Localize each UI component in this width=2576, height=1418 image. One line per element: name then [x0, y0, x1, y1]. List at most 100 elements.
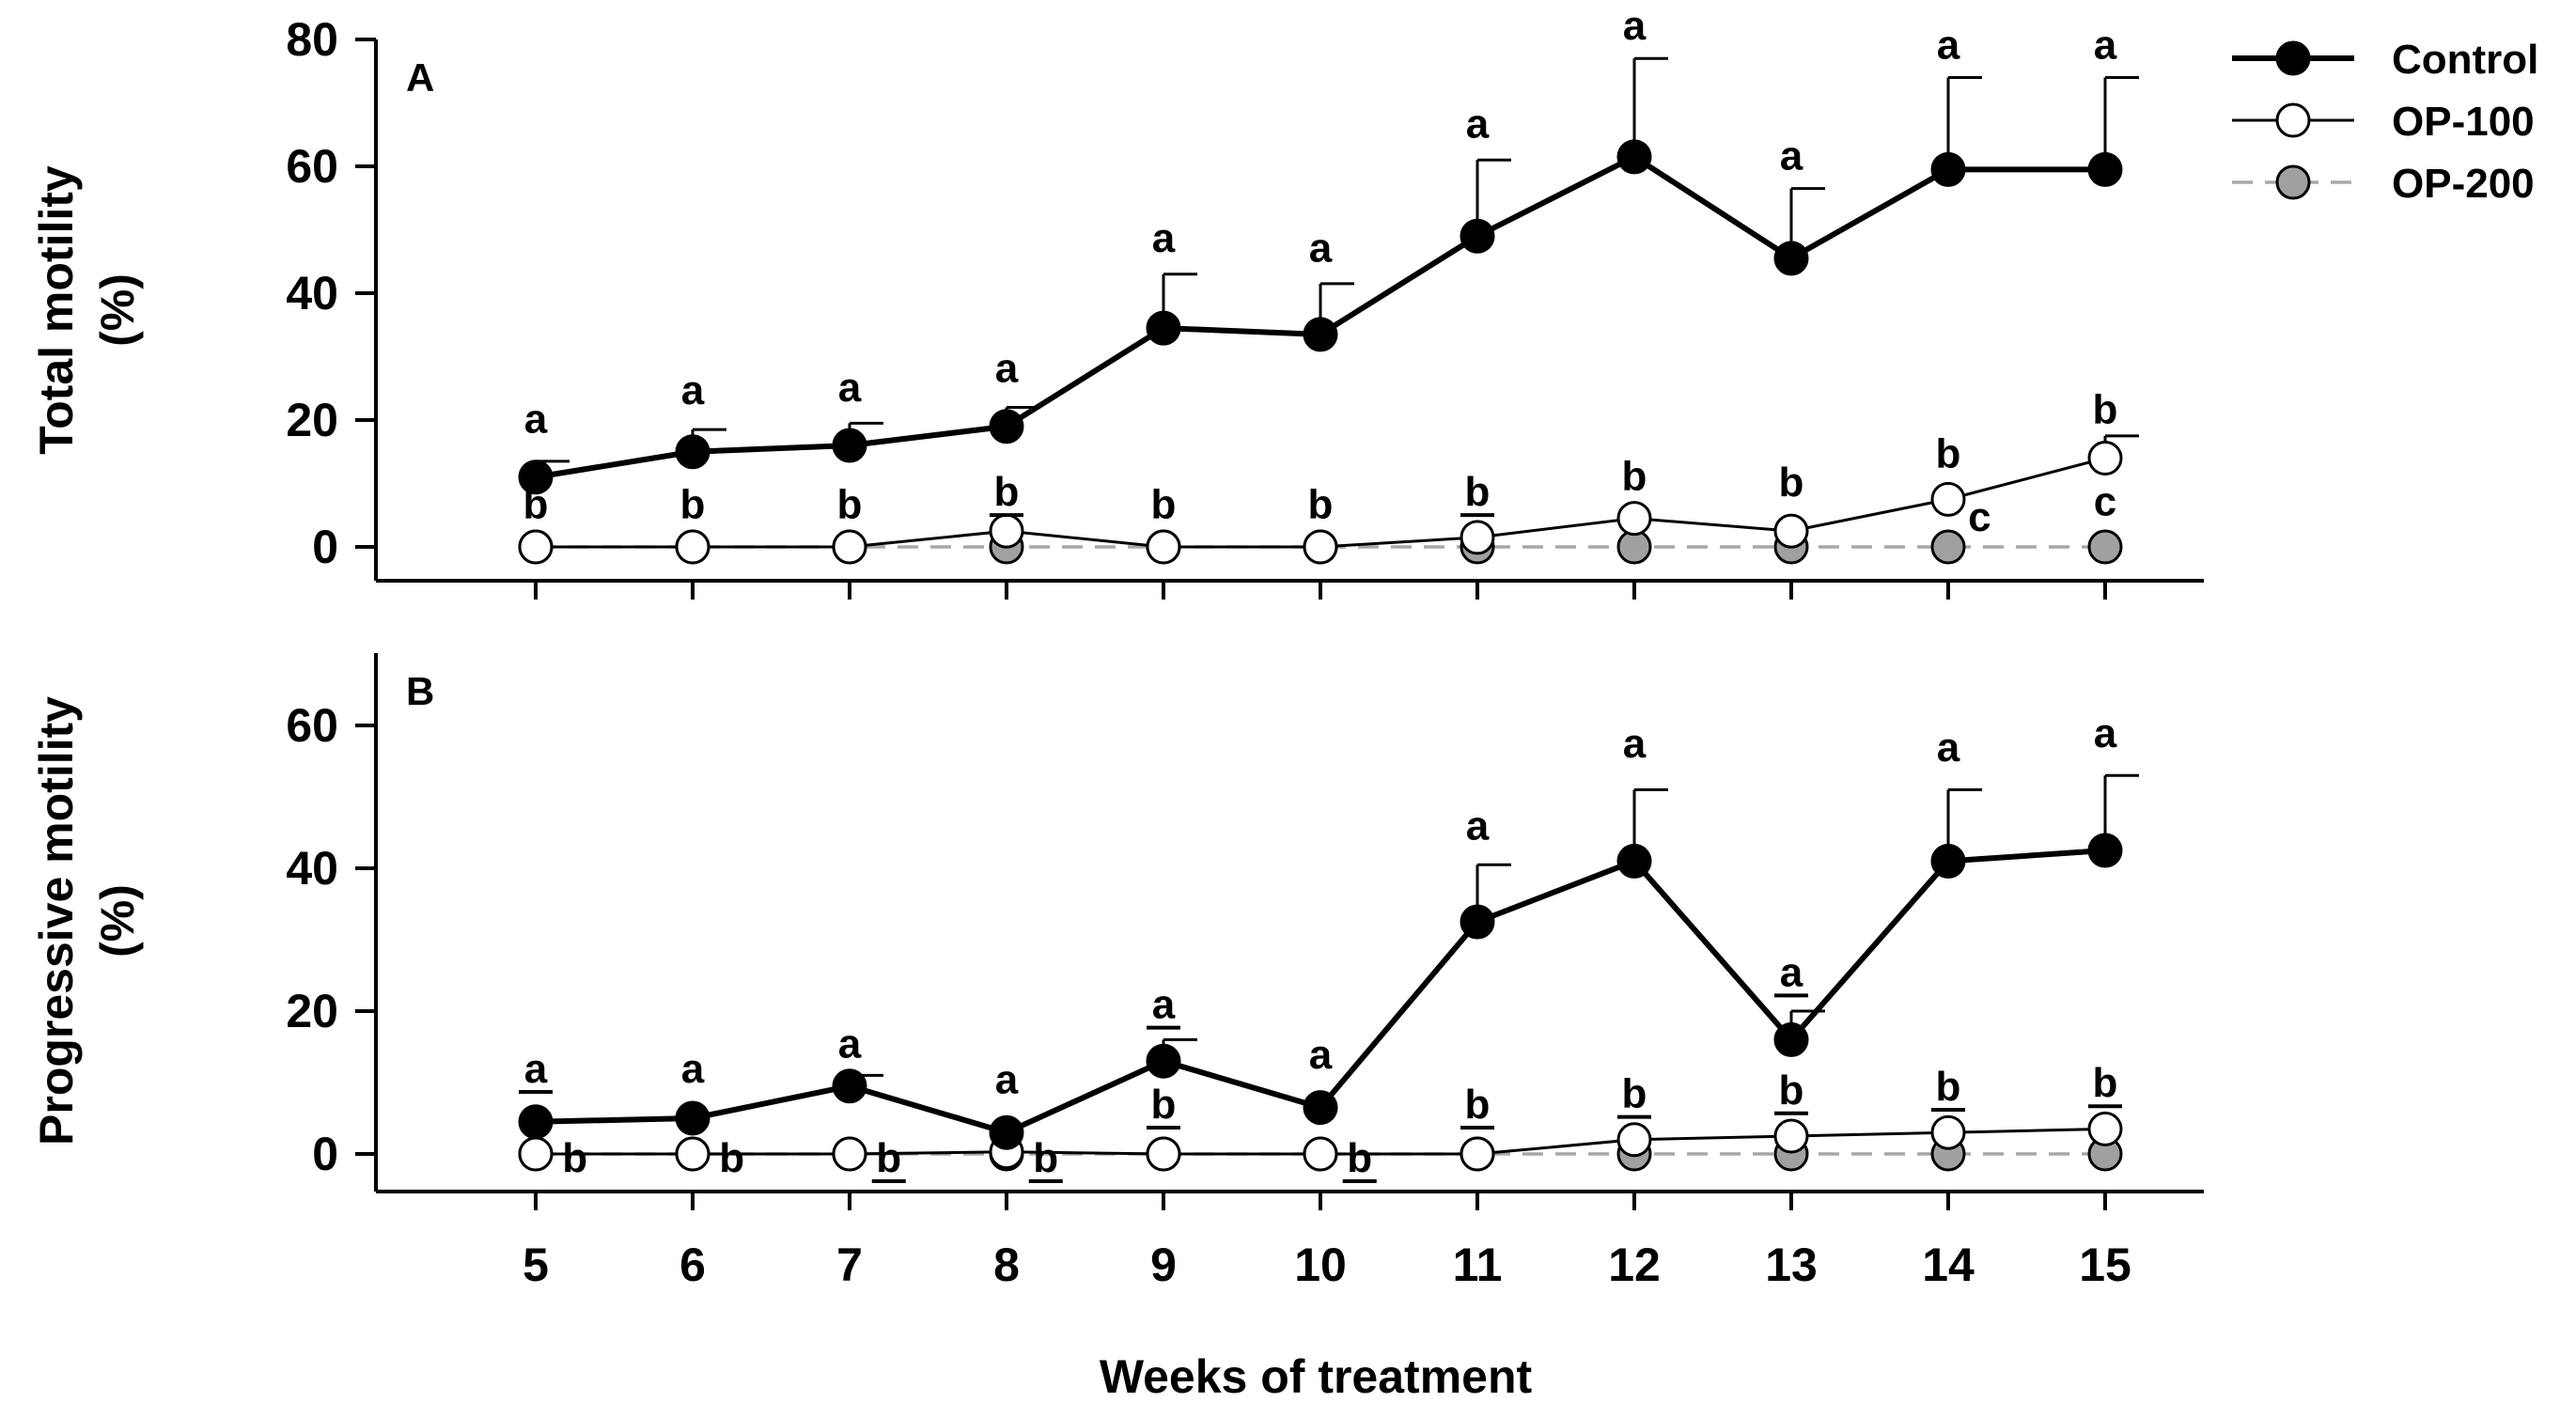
data-point-op100: [1146, 1136, 1181, 1172]
significance-letter: b: [1465, 1082, 1491, 1128]
data-point-control: [1773, 1021, 1809, 1057]
data-point-op100: [1616, 501, 1652, 537]
significance-letter: a: [2094, 22, 2117, 68]
y-axis-title-unit: (%): [91, 884, 144, 958]
significance-letter: b: [994, 469, 1020, 515]
significance-letter: a: [1309, 225, 1333, 271]
significance-letter: a: [681, 367, 705, 413]
data-point-op100: [832, 1136, 867, 1172]
significance-letter: b: [1347, 1135, 1372, 1181]
y-tick-label: 80: [286, 13, 338, 66]
x-tick-label: 5: [523, 1239, 549, 1291]
significance-letter: b: [1779, 460, 1804, 506]
significance-letter: a: [1623, 721, 1647, 767]
significance-letter: b: [719, 1135, 744, 1181]
significance-letter: a: [1623, 3, 1647, 49]
significance-letter: b: [1936, 1064, 1961, 1110]
significance-letter: b: [523, 482, 549, 528]
data-point-control: [675, 434, 710, 470]
data-point-op100: [1616, 1122, 1652, 1158]
data-point-control: [1773, 241, 1809, 276]
y-tick-label: 0: [312, 1128, 338, 1180]
significance-letter: b: [680, 482, 706, 528]
data-point-op100: [1460, 1136, 1495, 1172]
data-point-control: [518, 1104, 554, 1140]
significance-letter: a: [1466, 101, 1490, 148]
data-point-op100: [1303, 1136, 1338, 1172]
significance-letter: b: [1779, 1067, 1804, 1114]
y-tick-label: 20: [286, 394, 338, 446]
y-tick-label: 40: [286, 842, 338, 895]
significance-letter: b: [1465, 469, 1491, 515]
data-point-op100: [518, 529, 554, 565]
data-point-op100: [1773, 1118, 1809, 1154]
significance-letter: c: [1968, 494, 1991, 540]
legend-label: OP-200: [2392, 161, 2535, 207]
y-tick-label: 40: [286, 267, 338, 319]
data-point-op100: [1930, 1114, 1966, 1150]
x-tick-label: 14: [1922, 1239, 1975, 1291]
data-point-op100: [2087, 1111, 2123, 1146]
data-point-control: [1460, 218, 1495, 254]
significance-letter: b: [1151, 482, 1177, 528]
panel-label: B: [406, 669, 434, 713]
legend-marker-op200: [2275, 164, 2311, 200]
data-point-op100: [1460, 520, 1495, 555]
data-point-control: [1460, 904, 1495, 940]
x-tick-label: 8: [993, 1239, 1020, 1291]
data-point-control: [2087, 833, 2123, 868]
x-tick-label: 6: [679, 1239, 706, 1291]
significance-letter: a: [2094, 710, 2117, 756]
x-tick-label: 9: [1150, 1239, 1177, 1291]
data-point-op100: [1930, 481, 1966, 517]
significance-letter: a: [1152, 215, 1176, 261]
data-point-control: [518, 460, 554, 495]
y-tick-label: 60: [286, 140, 338, 193]
significance-letter: a: [1937, 22, 1960, 68]
data-point-op100: [675, 1136, 710, 1172]
significance-letter: a: [524, 1046, 548, 1092]
data-point-control: [675, 1100, 710, 1136]
data-point-control: [1303, 317, 1338, 352]
data-point-op100: [989, 513, 1024, 549]
x-tick-label: 12: [1608, 1239, 1661, 1291]
data-point-op100: [675, 529, 710, 565]
significance-letter: b: [876, 1135, 901, 1181]
significance-letter: a: [1780, 949, 1803, 995]
x-tick-label: 15: [2079, 1239, 2131, 1291]
significance-letter: b: [1936, 431, 1961, 477]
chart-panel-b: 0 20 40 60 5 6 7 8 9 10 11 12 13 14 15 Progressive moti…: [30, 653, 2204, 1291]
y-tick-label: 0: [312, 521, 338, 573]
data-point-control: [1303, 1090, 1338, 1126]
data-point-control: [832, 428, 867, 463]
data-point-op100: [1773, 513, 1809, 549]
significance-letter: b: [1622, 453, 1647, 499]
significance-letter: b: [2093, 1060, 2118, 1106]
legend-marker-op100: [2275, 102, 2311, 138]
significance-letter: b: [562, 1135, 587, 1181]
significance-letter: a: [1309, 1032, 1333, 1078]
significance-letter: b: [1622, 1071, 1647, 1117]
significance-letter: a: [1780, 132, 1803, 179]
data-point-op100: [518, 1136, 554, 1172]
significance-letter: a: [1466, 803, 1490, 849]
data-point-op200: [2087, 529, 2123, 565]
legend: Control OP-100 OP-200: [2232, 37, 2538, 207]
x-tick-label: 13: [1765, 1239, 1818, 1291]
y-axis-title: Total motility: [30, 165, 83, 455]
y-axis-title: Progressive motility: [30, 696, 83, 1145]
data-point-op200: [1930, 529, 1966, 565]
significance-letter: a: [1152, 982, 1176, 1028]
legend-label: Control: [2392, 37, 2538, 83]
x-tick-label: 11: [1453, 1239, 1503, 1291]
y-axis-title-unit: (%): [91, 273, 144, 347]
data-point-control: [1146, 310, 1181, 346]
data-point-control: [989, 409, 1024, 444]
significance-letter: a: [838, 365, 862, 411]
data-point-control: [1930, 843, 1966, 879]
data-point-control: [1930, 151, 1966, 187]
data-point-control: [832, 1068, 867, 1104]
data-point-control: [1616, 139, 1652, 175]
